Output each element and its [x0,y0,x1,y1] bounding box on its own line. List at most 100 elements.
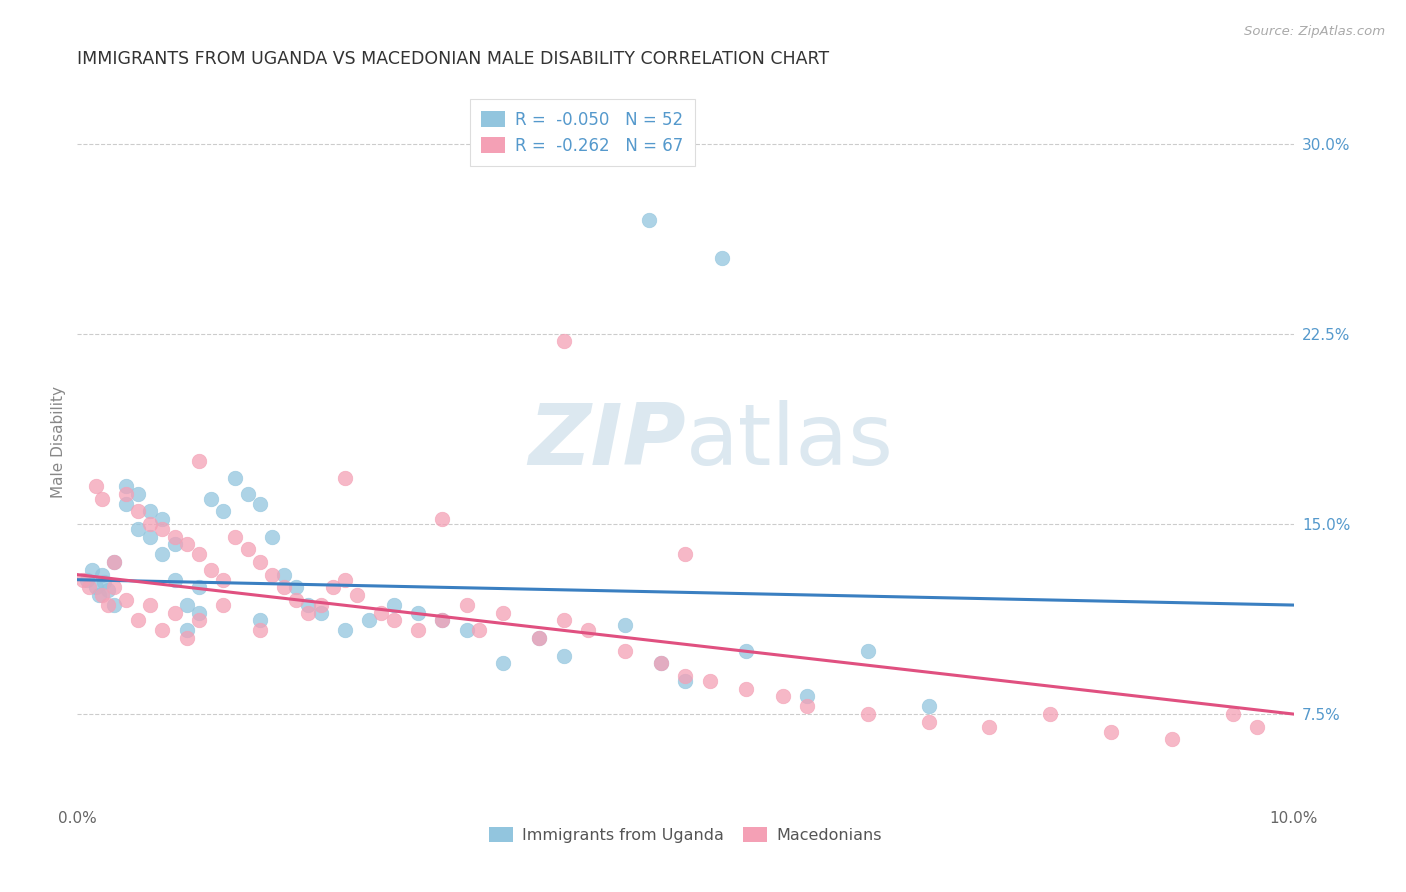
Text: Source: ZipAtlas.com: Source: ZipAtlas.com [1244,25,1385,38]
Point [163,573,186,587]
Point [322,580,344,594]
Point [309,606,332,620]
Point [346,588,368,602]
Point [139,504,162,518]
Point [163,537,186,551]
Point [382,598,405,612]
Point [176,624,198,638]
Point [163,530,186,544]
Text: IMMIGRANTS FROM UGANDA VS MACEDONIAN MALE DISABILITY CORRELATION CHART: IMMIGRANTS FROM UGANDA VS MACEDONIAN MAL… [77,50,830,68]
Point [103,598,125,612]
Point [529,631,551,645]
Point [406,624,429,638]
Point [430,613,453,627]
Point [772,690,794,704]
Point [127,486,149,500]
Point [76,573,98,587]
Point [856,643,879,657]
Point [918,699,941,714]
Point [236,542,259,557]
Point [297,598,319,612]
Point [139,516,162,531]
Point [333,573,356,587]
Point [918,714,941,729]
Point [97,598,120,612]
Point [93,575,115,590]
Point [370,606,392,620]
Point [97,582,120,597]
Point [467,624,489,638]
Point [456,624,478,638]
Point [84,479,107,493]
Point [675,674,697,689]
Point [650,657,672,671]
Point [260,567,283,582]
Point [333,624,356,638]
Point [90,567,112,582]
Point [90,588,112,602]
Point [735,681,758,696]
Point [333,471,356,485]
Point [89,588,111,602]
Point [127,504,149,518]
Point [406,606,429,620]
Point [699,674,721,689]
Point [529,631,551,645]
Point [492,606,515,620]
Point [200,563,222,577]
Point [224,530,246,544]
Point [200,491,222,506]
Point [553,334,575,349]
Point [675,547,697,561]
Point [576,624,599,638]
Point [90,491,112,506]
Point [249,624,271,638]
Point [273,580,295,594]
Point [735,643,758,657]
Point [285,580,308,594]
Point [553,648,575,663]
Point [176,631,198,645]
Point [176,537,198,551]
Point [1099,724,1122,739]
Point [176,598,198,612]
Point [1039,707,1062,722]
Legend: Immigrants from Uganda, Macedonians: Immigrants from Uganda, Macedonians [482,820,889,849]
Point [115,497,138,511]
Point [249,497,271,511]
Point [139,598,162,612]
Point [163,606,186,620]
Point [80,563,103,577]
Point [1161,732,1184,747]
Point [103,555,125,569]
Point [456,598,478,612]
Point [430,613,453,627]
Text: atlas: atlas [686,400,893,483]
Point [152,522,174,536]
Point [249,613,271,627]
Point [188,547,211,561]
Y-axis label: Male Disability: Male Disability [51,385,66,498]
Point [115,593,138,607]
Point [638,212,661,227]
Point [492,657,515,671]
Point [236,486,259,500]
Point [127,522,149,536]
Point [152,512,174,526]
Point [152,624,174,638]
Point [188,580,211,594]
Point [710,251,733,265]
Point [103,555,125,569]
Point [249,555,271,569]
Point [796,699,818,714]
Point [273,567,295,582]
Point [979,720,1001,734]
Point [359,613,381,627]
Point [613,618,636,632]
Point [1246,720,1268,734]
Point [212,504,235,518]
Point [127,613,149,627]
Point [115,486,138,500]
Point [309,598,332,612]
Point [115,479,138,493]
